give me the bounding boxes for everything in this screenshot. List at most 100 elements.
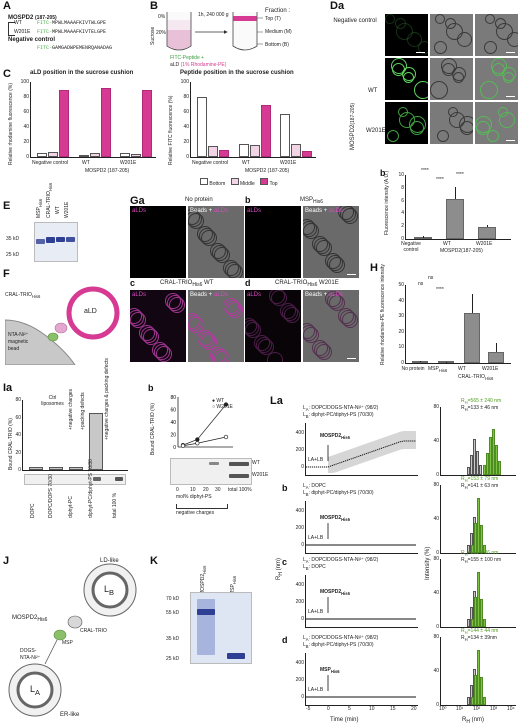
i-bar-3 bbox=[89, 413, 103, 470]
g-ring bbox=[329, 257, 345, 273]
c-x-group: MOSPD2 (187-205) bbox=[85, 168, 129, 174]
l-ann-val: =134 ± 39nm bbox=[467, 635, 497, 641]
d-ring bbox=[491, 58, 507, 74]
d-errbar bbox=[423, 236, 424, 239]
k-band-mospd2 bbox=[197, 609, 215, 615]
g-ring bbox=[329, 295, 345, 311]
panel-label-ga: Ga bbox=[130, 195, 145, 207]
l-hist-green bbox=[495, 445, 498, 475]
j-mospd2-sub: His6 bbox=[37, 617, 48, 624]
c-left-ytick: 100 bbox=[20, 79, 29, 85]
a-wt-seq: FITC-MPWLMAAAFKIVTWLGPE bbox=[37, 20, 106, 26]
l-la-sub: A bbox=[305, 407, 309, 412]
i-legend: ● WT ○ W201E bbox=[212, 398, 233, 410]
l-ann-r: R bbox=[461, 405, 465, 411]
h-x2-text: MSP bbox=[428, 366, 439, 372]
i-legend-w201e-text: W201E bbox=[216, 404, 233, 410]
l-lalb-label: LA+LB bbox=[308, 457, 324, 463]
l-ann-sub: H bbox=[464, 485, 468, 490]
h-ytick: 30 bbox=[398, 313, 404, 320]
g-image-2: aLDs bbox=[245, 206, 301, 278]
l-hist-green bbox=[492, 429, 495, 475]
c-left-title: aLD position in the sucrose cushion bbox=[30, 70, 134, 76]
l-ytick: 0 bbox=[301, 616, 304, 622]
c-right-bar bbox=[197, 97, 207, 157]
l-hist-ann2: RH=144 ± 44 nm bbox=[461, 628, 498, 635]
l-ann-val: =155 ± 100 nm bbox=[467, 557, 502, 563]
b-fraction: Fraction : bbox=[265, 8, 291, 14]
l-lb-sym: L bbox=[303, 642, 306, 648]
l-la-sym: L bbox=[303, 483, 306, 489]
d-ring bbox=[507, 32, 518, 47]
j-lb: LB bbox=[104, 584, 114, 597]
d-ring bbox=[435, 14, 445, 24]
g-b-title-text: MSP bbox=[300, 197, 314, 203]
d-ring bbox=[385, 14, 395, 24]
k-band-msp bbox=[227, 653, 245, 659]
panel-label-b: B bbox=[150, 0, 158, 12]
c-left-ytick: 60 bbox=[23, 109, 29, 115]
i-bar-0 bbox=[29, 467, 43, 470]
d-image-1-0 bbox=[385, 58, 428, 100]
l-ann-r: R bbox=[461, 398, 465, 404]
l-ann-sub: H bbox=[464, 400, 468, 405]
l-ytick: 400 bbox=[295, 582, 304, 588]
d-ytick: 10 bbox=[398, 172, 404, 178]
d-x-neg: Negative control bbox=[401, 241, 421, 253]
l-hist-xlabel-text: R bbox=[462, 717, 467, 723]
d-ring bbox=[398, 107, 408, 117]
l-hist-gray bbox=[467, 467, 470, 475]
l-kinetics-3: MSPHis6 LA+LB 0 200 400 -5 0 5 10 15 20 bbox=[296, 653, 418, 712]
l-lalb-label: LA+LB bbox=[308, 687, 324, 693]
i-gel-band-total bbox=[115, 477, 123, 481]
g-ring bbox=[342, 208, 358, 224]
g-ring bbox=[227, 302, 243, 318]
c-x-neg: Negative control bbox=[32, 160, 69, 166]
d-ring bbox=[414, 81, 428, 99]
l-hist-ytick: 80 bbox=[433, 556, 439, 562]
k-gel bbox=[190, 592, 252, 664]
e-lane2-sub: His6 bbox=[48, 182, 53, 192]
g-beads-label: Beads + aLDs bbox=[190, 292, 228, 298]
h-x4: W201E bbox=[482, 366, 499, 372]
l-hist-ytick: 80 bbox=[433, 634, 439, 640]
l-kinetics-0: MOSPD2His6 LA+LB 0 200 400 bbox=[296, 423, 418, 476]
d-ring bbox=[485, 14, 495, 24]
d-ring bbox=[445, 18, 456, 29]
c-group-range: (187-205) bbox=[267, 168, 290, 174]
h-x2-sub: His6 bbox=[438, 368, 448, 373]
g-d-title-text: CRAL-TRIO bbox=[275, 280, 308, 286]
i-x5: total 100 % bbox=[112, 492, 118, 518]
c-right-bar bbox=[238, 143, 249, 157]
e-lane1-sub: His6 bbox=[38, 198, 43, 208]
d-bar-plot: 0 2 4 6 8 10 **** **** **** bbox=[398, 168, 511, 242]
l-hist-gray bbox=[476, 451, 479, 475]
g-beads-alds: aLDs bbox=[328, 208, 343, 214]
j-la-text: L bbox=[30, 684, 36, 694]
l-hist-xlabel: RH (nm) bbox=[462, 717, 484, 725]
i-b-ytick: 40 bbox=[170, 420, 176, 426]
i-x2: DOPC/DOPS 70/30 bbox=[48, 474, 54, 518]
l-ytick: 200 bbox=[295, 677, 304, 683]
l-xlabel: Time (min) bbox=[330, 717, 359, 723]
j-cral: CRAL-TRIO bbox=[80, 628, 107, 634]
l-hist-green bbox=[483, 465, 486, 475]
e-lane1: MSPHis6 bbox=[36, 199, 43, 218]
g-ring bbox=[130, 312, 146, 328]
g-beads-alds: aLDs bbox=[328, 292, 343, 298]
l-hist-ytick: 0 bbox=[436, 550, 439, 556]
i-negcharges: negative charges bbox=[176, 510, 215, 516]
d-ring bbox=[395, 18, 406, 29]
e-band-3 bbox=[56, 237, 65, 242]
c-right-bar bbox=[249, 145, 260, 157]
panel-label-j: J bbox=[3, 555, 10, 567]
l-ytick: 400 bbox=[295, 660, 304, 666]
scale-bar bbox=[347, 274, 356, 275]
panel-label-ib: b bbox=[148, 383, 154, 393]
fitc-prefix: FITC- bbox=[37, 45, 53, 51]
d-ring bbox=[457, 32, 472, 47]
b-cap2-a: aLD bbox=[170, 62, 180, 68]
c-left-ytick: 40 bbox=[23, 124, 29, 130]
e-m25: 25 kD bbox=[6, 252, 20, 258]
d-x-w201e: W201E bbox=[476, 241, 493, 247]
